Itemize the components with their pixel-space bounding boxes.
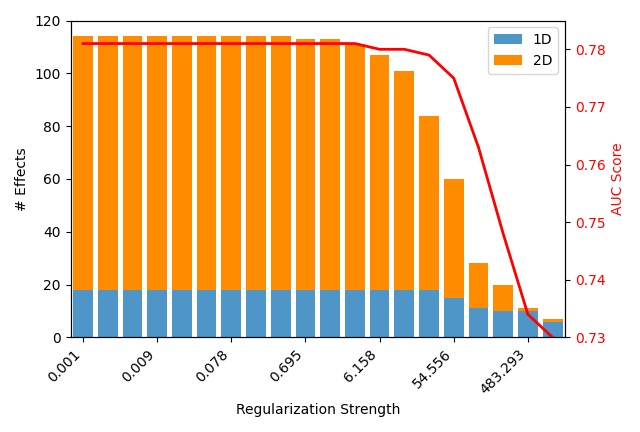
Y-axis label: AUC Score: AUC Score [611, 143, 625, 215]
Bar [196, 36, 216, 290]
Bar [444, 179, 463, 298]
Bar [320, 39, 340, 290]
Bar [73, 290, 93, 337]
Bar [419, 290, 439, 337]
Bar [73, 36, 93, 290]
Bar [370, 55, 390, 290]
Bar [221, 290, 241, 337]
Bar [271, 290, 291, 337]
X-axis label: Regularization Strength: Regularization Strength [236, 403, 400, 417]
Bar [271, 36, 291, 290]
Bar [296, 290, 316, 337]
Legend: 1D, 2D: 1D, 2D [488, 28, 558, 73]
Bar [468, 264, 488, 308]
Bar [419, 116, 439, 290]
Bar [98, 36, 118, 290]
Bar [246, 290, 266, 337]
Bar [98, 290, 118, 337]
Y-axis label: # Effects: # Effects [15, 147, 29, 211]
Bar [320, 290, 340, 337]
Bar [196, 290, 216, 337]
Bar [468, 308, 488, 337]
Bar [172, 290, 192, 337]
Bar [444, 298, 463, 337]
Bar [518, 308, 538, 311]
Bar [122, 36, 142, 290]
Bar [345, 290, 365, 337]
Bar [122, 290, 142, 337]
Bar [246, 36, 266, 290]
Bar [147, 290, 167, 337]
Bar [394, 290, 414, 337]
Bar [518, 311, 538, 337]
Bar [493, 311, 513, 337]
Bar [345, 44, 365, 290]
Bar [394, 71, 414, 290]
Bar [221, 36, 241, 290]
Bar [543, 321, 563, 337]
Bar [147, 36, 167, 290]
Bar [493, 285, 513, 311]
Bar [172, 36, 192, 290]
Bar [370, 290, 390, 337]
Bar [543, 319, 563, 321]
Bar [296, 39, 316, 290]
